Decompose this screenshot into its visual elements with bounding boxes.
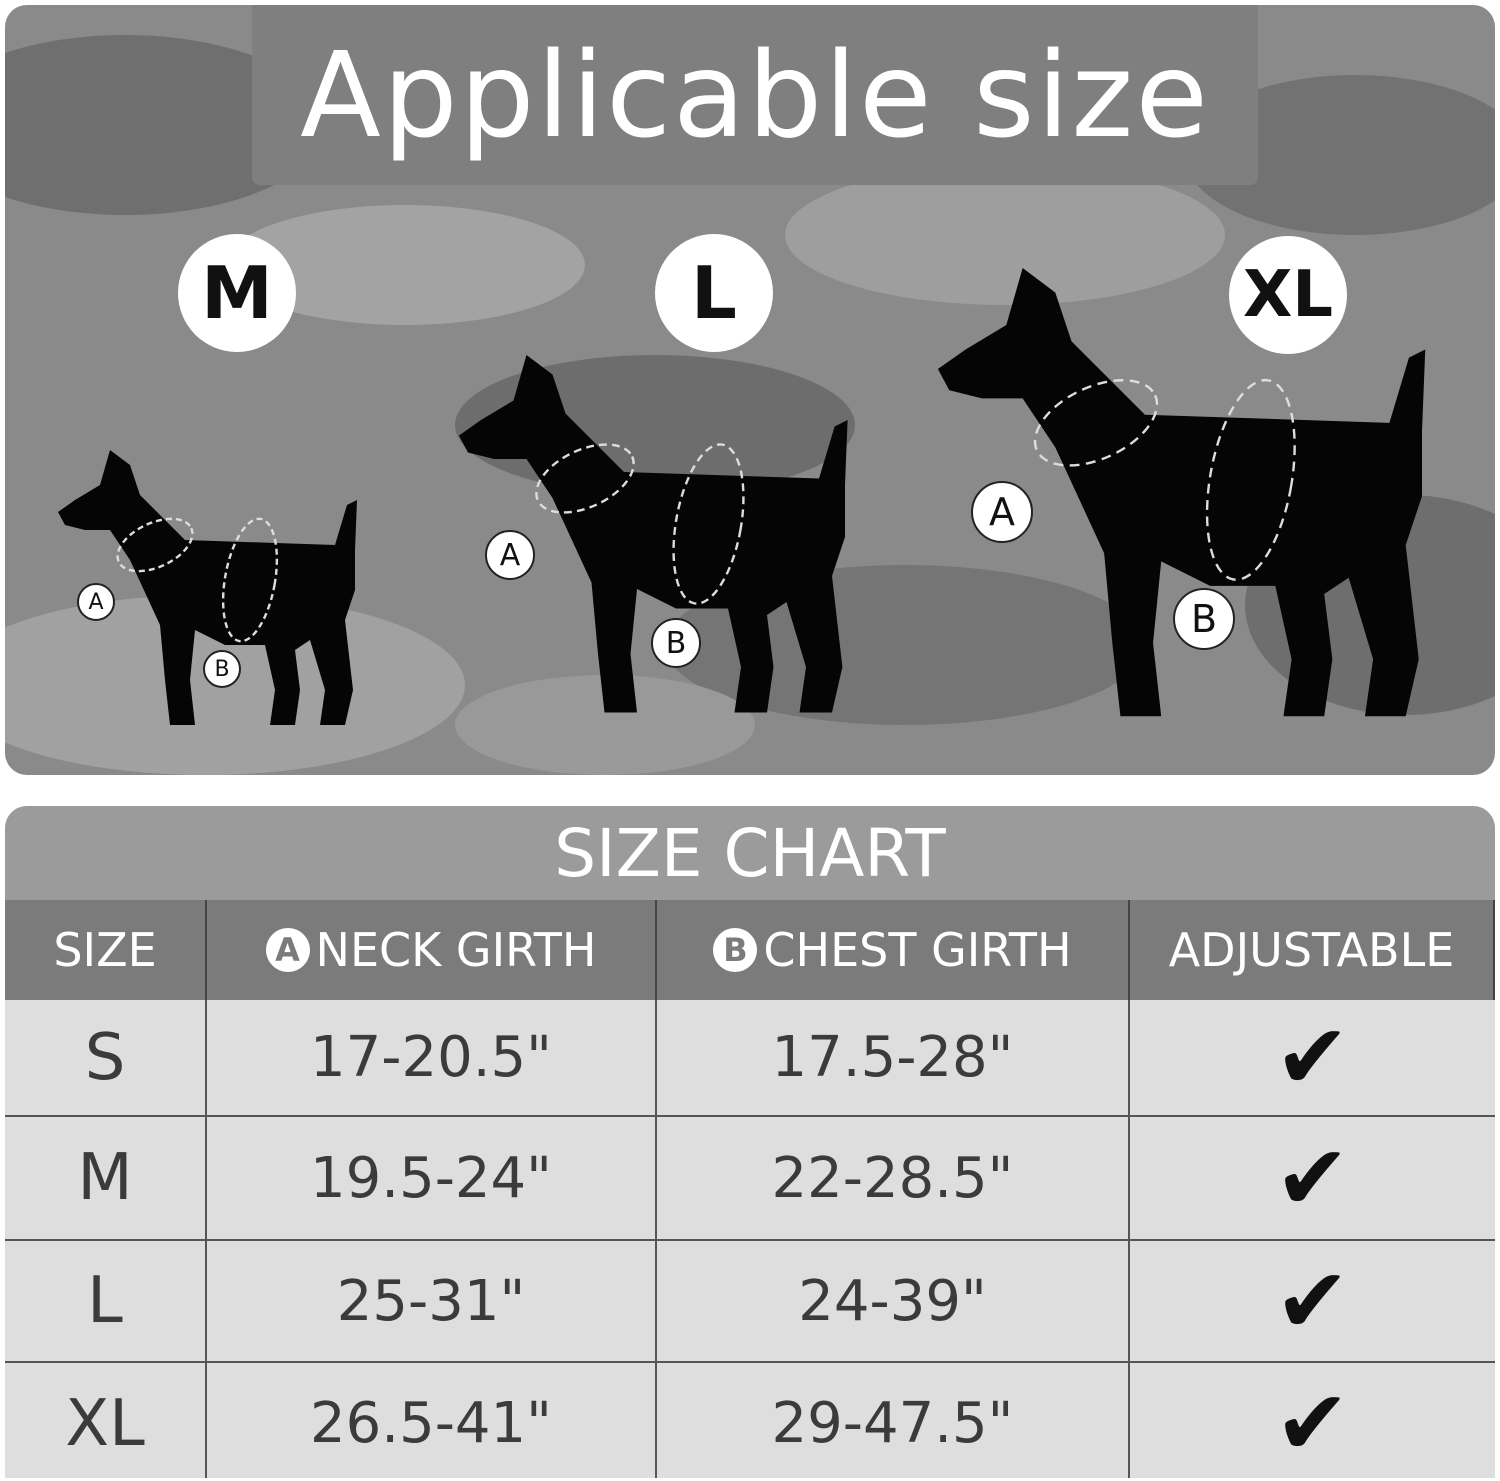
applicable-size-panel: Applicable size M L XL A B A B A B xyxy=(5,5,1495,775)
neck-girth-cell: 26.5-41" xyxy=(207,1363,657,1478)
neck-girth-marker xyxy=(116,517,194,573)
a-badge-icon: A xyxy=(265,928,310,972)
header-chest-girth: B CHEST GIRTH xyxy=(657,900,1130,1000)
label-b-medium: B xyxy=(651,618,701,668)
chest-girth-cell: 22-28.5" xyxy=(657,1117,1130,1239)
header-label: NECK GIRTH xyxy=(315,923,597,977)
header-neck-girth: A NECK GIRTH xyxy=(207,900,657,1000)
label-b-small: B xyxy=(203,650,241,688)
adjustable-check-icon: ✔ xyxy=(1274,1371,1351,1476)
size-cell: L xyxy=(5,1241,207,1361)
size-chart-table: SIZE CHART SIZE A NECK GIRTH B CHEST GIRTH… xyxy=(5,806,1495,1478)
header-label: SIZE xyxy=(53,923,157,977)
header-label: CHEST GIRTH xyxy=(763,923,1072,977)
neck-girth-cell: 19.5-24" xyxy=(207,1117,657,1239)
label-a-medium: A xyxy=(485,530,535,580)
dog-large xyxy=(937,268,1426,717)
page-title: Applicable size xyxy=(300,26,1210,164)
chest-girth-marker xyxy=(1205,378,1296,581)
size-cell: S xyxy=(5,1000,207,1115)
chest-girth-cell: 24-39" xyxy=(657,1241,1130,1361)
chest-girth-cell: 17.5-28" xyxy=(657,1000,1130,1115)
neck-girth-cell: 17-20.5" xyxy=(207,1000,657,1115)
adjustable-check-icon: ✔ xyxy=(1274,1005,1351,1110)
size-cell: XL xyxy=(5,1363,207,1478)
table-header-row: SIZE A NECK GIRTH B CHEST GIRTH ADJUSTABLE xyxy=(5,900,1495,1000)
chest-girth-cell: 29-47.5" xyxy=(657,1363,1130,1478)
table-row: L 25-31" 24-39" ✔ xyxy=(5,1241,1495,1363)
table-row: S 17-20.5" 17.5-28" ✔ xyxy=(5,1000,1495,1117)
header-adjustable: ADJUSTABLE xyxy=(1130,900,1495,1000)
table-row: M 19.5-24" 22-28.5" ✔ xyxy=(5,1117,1495,1241)
size-badge-xl: XL xyxy=(1229,236,1347,354)
chest-girth-marker xyxy=(672,443,745,605)
table-row: XL 26.5-41" 29-47.5" ✔ xyxy=(5,1363,1495,1478)
b-badge-icon: B xyxy=(713,928,758,972)
header-size: SIZE xyxy=(5,900,207,1000)
adjustable-check-icon: ✔ xyxy=(1274,1248,1351,1354)
title-banner: Applicable size xyxy=(252,5,1258,185)
dog-silhouette xyxy=(937,268,1426,717)
label-a-small: A xyxy=(77,583,115,621)
chest-girth-marker xyxy=(221,517,279,643)
size-badge-m: M xyxy=(178,234,296,352)
dog-silhouette xyxy=(58,450,357,725)
label-a-large: A xyxy=(971,481,1033,543)
label-b-large: B xyxy=(1173,588,1235,650)
camo-background xyxy=(5,35,1495,775)
dog-silhouette xyxy=(458,355,848,713)
dog-small xyxy=(58,450,357,725)
dog-silhouettes xyxy=(58,268,1426,725)
header-label: ADJUSTABLE xyxy=(1168,923,1455,977)
neck-girth-marker xyxy=(1033,379,1159,467)
size-chart-title: SIZE CHART xyxy=(5,806,1495,900)
neck-girth-cell: 25-31" xyxy=(207,1241,657,1361)
size-cell: M xyxy=(5,1117,207,1239)
adjustable-check-icon: ✔ xyxy=(1274,1125,1351,1231)
size-badge-l: L xyxy=(655,234,773,352)
